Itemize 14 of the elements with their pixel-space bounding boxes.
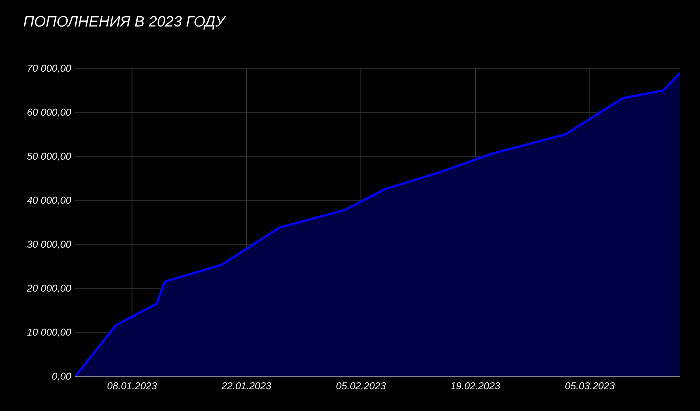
y-tick-label: 70 000,00 — [28, 64, 72, 74]
y-tick-label: 40 000,00 — [27, 196, 72, 206]
x-tick-label: 05.02.2023 — [336, 382, 386, 390]
y-tick-label: 60 000,00 — [28, 108, 72, 118]
y-tick-label: 20 000,00 — [27, 284, 72, 294]
y-tick-label: 0,00 — [52, 372, 72, 382]
y-tick-label: 30 000,00 — [27, 240, 72, 250]
y-tick-label: 10 000,00 — [27, 328, 72, 338]
x-tick-label: 19.02.2023 — [450, 382, 500, 390]
x-tick-label: 05.03.2023 — [566, 382, 615, 390]
y-tick-label: 50 000,00 — [27, 152, 72, 162]
x-tick-label: 08.01.2023 — [108, 382, 158, 390]
x-tick-label: 22.01.2023 — [222, 382, 272, 390]
chart-title: ПОПОЛНЕНИЯ В 2023 ГОДУ — [24, 16, 226, 30]
